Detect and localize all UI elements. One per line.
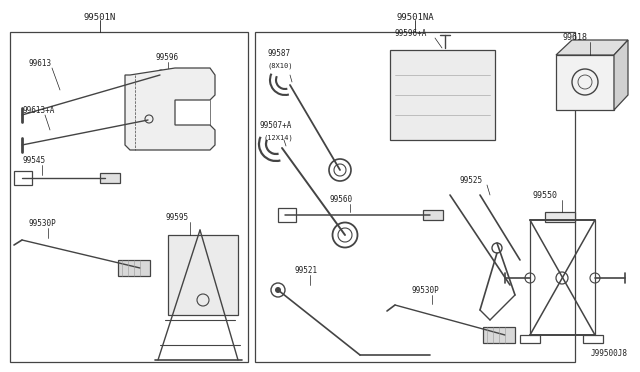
Text: 99587: 99587 [268, 49, 291, 58]
Bar [14, 171, 32, 185]
Bar [10, 32, 248, 362]
Circle shape [275, 287, 281, 293]
Text: 99560: 99560 [330, 195, 353, 204]
Text: 99618: 99618 [563, 33, 588, 42]
Text: (12X14): (12X14) [264, 135, 294, 141]
Polygon shape [614, 40, 628, 110]
Text: 99596+A: 99596+A [395, 29, 428, 38]
Text: 99525: 99525 [460, 176, 483, 185]
Bar [583, 335, 603, 343]
Text: 99595: 99595 [165, 213, 188, 222]
Polygon shape [125, 68, 215, 150]
Text: 99596: 99596 [155, 53, 178, 62]
Bar [168, 235, 238, 315]
Text: 99501N: 99501N [84, 13, 116, 22]
Text: 99613: 99613 [28, 59, 51, 68]
Text: 99521: 99521 [295, 266, 318, 275]
Polygon shape [556, 40, 628, 55]
Bar [278, 208, 296, 222]
Bar [118, 260, 150, 276]
Text: 99501NA: 99501NA [396, 13, 434, 22]
Bar [556, 55, 614, 110]
Text: (8X10): (8X10) [268, 62, 294, 69]
Text: J99500J8: J99500J8 [591, 349, 628, 358]
Bar [390, 50, 495, 140]
Bar [520, 335, 540, 343]
Text: 99613+A: 99613+A [22, 106, 54, 115]
Text: 99530P: 99530P [28, 219, 56, 228]
Bar [423, 210, 443, 220]
Text: 99545: 99545 [22, 156, 45, 165]
Bar [100, 173, 120, 183]
Text: 99530P: 99530P [412, 286, 440, 295]
Text: 99507+A: 99507+A [260, 121, 292, 130]
Bar [540, 218, 640, 338]
Text: 99550: 99550 [532, 191, 557, 200]
Bar [255, 32, 575, 362]
Bar [545, 212, 575, 222]
Bar [483, 327, 515, 343]
